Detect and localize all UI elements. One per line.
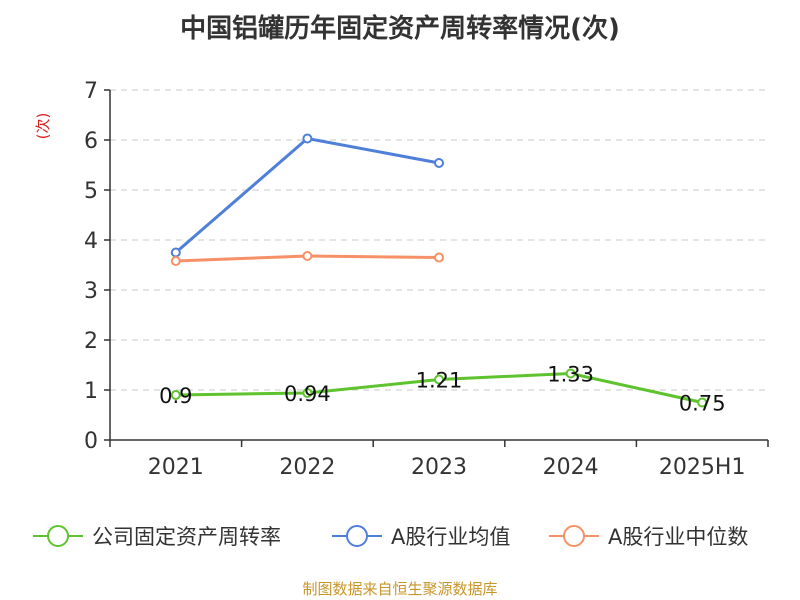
legend-item: A股行业均值 — [332, 525, 510, 549]
series-line — [174, 137, 440, 254]
legend-marker — [346, 525, 368, 547]
y-tick-label: 6 — [84, 129, 98, 154]
x-tick-label: 2023 — [411, 455, 467, 480]
y-tick-label: 2 — [84, 329, 98, 354]
y-tick-label: 1 — [84, 379, 98, 404]
data-point — [170, 247, 181, 258]
data-point — [434, 252, 444, 263]
legend-marker — [47, 525, 69, 547]
data-label: 0.75 — [679, 392, 726, 416]
series-2 — [170, 251, 444, 266]
x-tick-label: 2025H1 — [659, 455, 746, 480]
data-labels: 0.9 0.94 1.21 1.33 0.75 — [159, 363, 725, 416]
data-label: 1.21 — [416, 369, 463, 393]
data-label: 0.94 — [284, 382, 331, 406]
data-point — [302, 133, 313, 144]
data-point — [302, 251, 313, 261]
y-axis-unit-label: (次) — [34, 113, 52, 140]
chart-title: 中国铝罐历年固定资产周转率情况(次) — [180, 14, 620, 44]
series-0 — [170, 368, 708, 408]
data-point — [697, 397, 708, 408]
series-1 — [170, 133, 444, 258]
axes — [109, 90, 768, 441]
legend-item: A股行业中位数 — [549, 525, 748, 549]
y-tick-label: 0 — [84, 429, 98, 454]
y-tick-label: 7 — [84, 79, 98, 104]
data-label: 0.9 — [159, 384, 192, 408]
series-group — [170, 133, 708, 408]
legend-marker — [563, 525, 585, 547]
x-tick-label: 2021 — [148, 455, 204, 480]
y-tick-label: 5 — [84, 179, 98, 204]
y-tick-label: 3 — [84, 279, 98, 304]
data-label: 1.33 — [547, 363, 594, 387]
legend-label: A股行业中位数 — [608, 525, 748, 549]
x-tick-label: 2022 — [279, 455, 335, 480]
data-point — [170, 390, 181, 400]
data-point — [434, 374, 444, 385]
legend-label: 公司固定资产周转率 — [92, 525, 281, 549]
legend-item: 公司固定资产周转率 — [33, 525, 281, 549]
data-point — [302, 388, 313, 398]
source-footer: 制图数据来自恒生聚源数据库 — [302, 580, 498, 598]
data-point — [170, 256, 181, 266]
y-tick-label: 4 — [84, 229, 98, 254]
legend-label: A股行业均值 — [391, 525, 510, 549]
data-point — [434, 158, 444, 168]
y-tick-labels: 0 1 2 3 4 5 6 7 — [84, 79, 110, 454]
grid-lines — [110, 89, 768, 391]
x-tick-labels: 2021 2022 2023 2024 2025H1 — [109, 440, 769, 480]
data-point — [565, 368, 576, 379]
legend: 公司固定资产周转率 A股行业均值 A股行业中位数 — [33, 525, 748, 549]
x-tick-label: 2024 — [543, 455, 599, 480]
